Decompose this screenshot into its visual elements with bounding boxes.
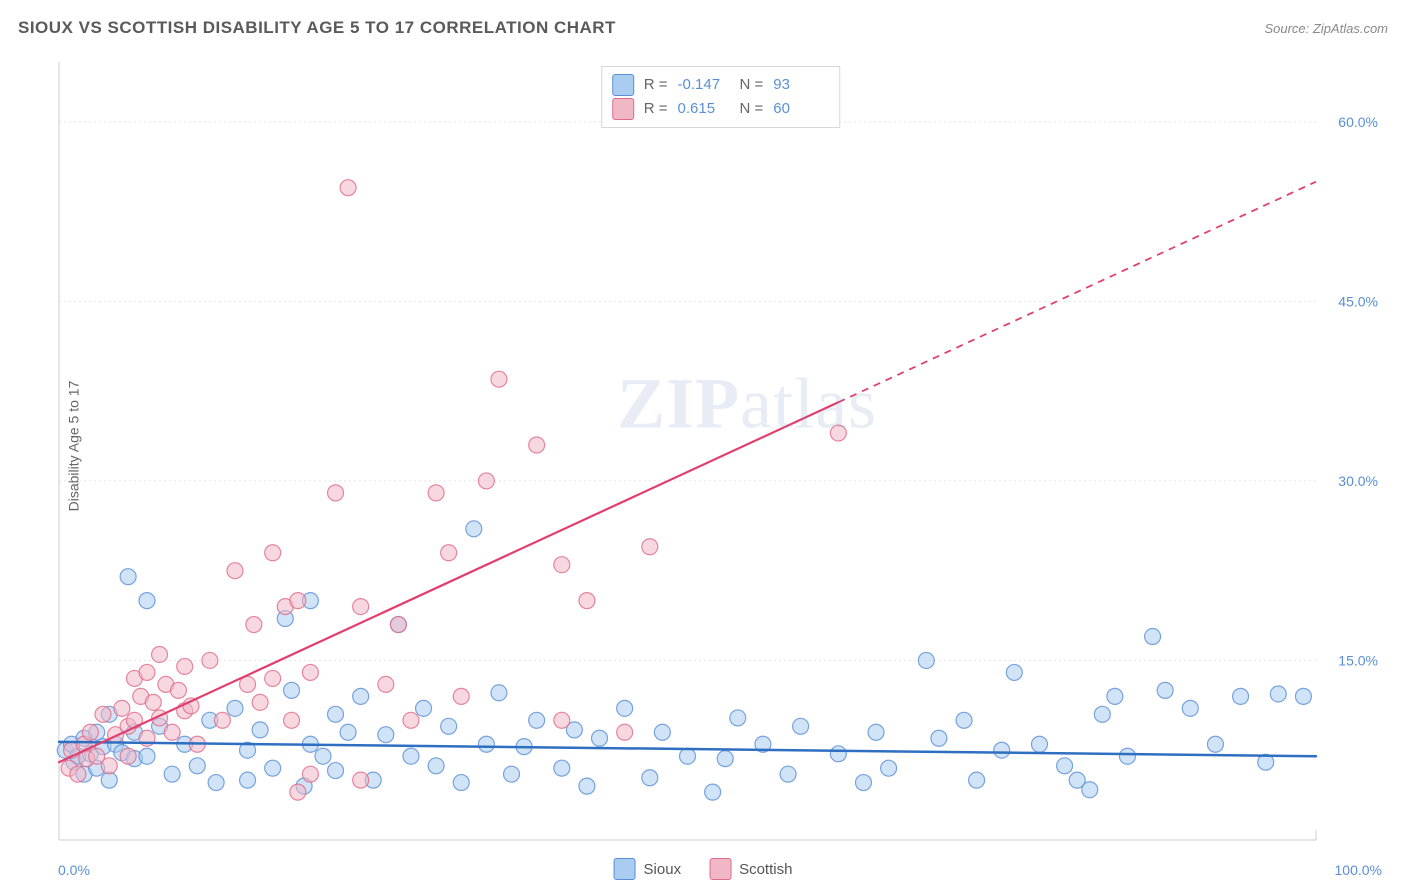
- swatch-scottish: [612, 98, 634, 120]
- n-label: N =: [740, 97, 764, 121]
- title-bar: SIOUX VS SCOTTISH DISABILITY AGE 5 TO 17…: [18, 18, 1388, 38]
- x-axis-max-label: 100.0%: [1335, 862, 1382, 878]
- r-value-scottish: 0.615: [678, 97, 730, 121]
- stat-row-sioux: R = -0.147 N = 93: [612, 73, 826, 97]
- swatch-sioux: [612, 74, 634, 96]
- svg-text:45.0%: 45.0%: [1338, 293, 1378, 309]
- chart-title: SIOUX VS SCOTTISH DISABILITY AGE 5 TO 17…: [18, 18, 616, 38]
- scatter-plot-svg: 15.0% 30.0% 45.0% 60.0%: [55, 58, 1386, 844]
- legend-label-scottish: Scottish: [739, 861, 792, 878]
- r-label: R =: [644, 73, 668, 97]
- n-label: N =: [740, 73, 764, 97]
- n-value-scottish: 60: [773, 97, 825, 121]
- source-label: Source: ZipAtlas.com: [1264, 21, 1388, 36]
- correlation-stats-legend: R = -0.147 N = 93 R = 0.615 N = 60: [601, 66, 841, 128]
- plot-area: 15.0% 30.0% 45.0% 60.0% R = -0.147 N = 93 R…: [55, 58, 1386, 844]
- legend-item-scottish: Scottish: [709, 858, 792, 880]
- svg-text:15.0%: 15.0%: [1338, 652, 1378, 668]
- svg-text:30.0%: 30.0%: [1338, 473, 1378, 489]
- r-value-sioux: -0.147: [678, 73, 730, 97]
- r-label: R =: [644, 97, 668, 121]
- stat-row-scottish: R = 0.615 N = 60: [612, 97, 826, 121]
- legend-item-sioux: Sioux: [614, 858, 682, 880]
- n-value-sioux: 93: [773, 73, 825, 97]
- x-axis-min-label: 0.0%: [58, 862, 90, 878]
- swatch-sioux: [614, 858, 636, 880]
- legend-label-sioux: Sioux: [644, 861, 682, 878]
- swatch-scottish: [709, 858, 731, 880]
- svg-text:60.0%: 60.0%: [1338, 114, 1378, 130]
- series-legend: Sioux Scottish: [614, 858, 793, 880]
